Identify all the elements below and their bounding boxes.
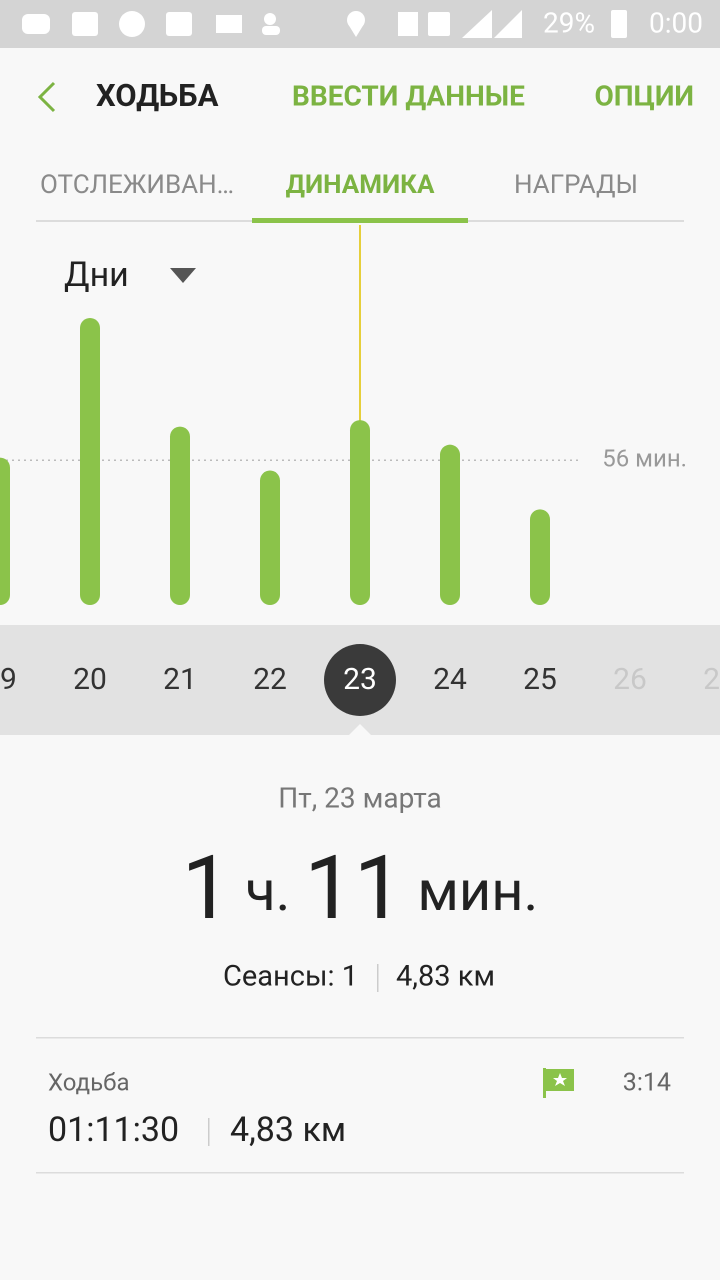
date-label[interactable]: 22 [253,662,287,697]
divider [36,1037,684,1039]
minutes-unit: мин. [417,858,538,924]
options-button[interactable]: ОПЦИИ [594,79,694,112]
bar [80,317,100,605]
battery-text: 29% [543,6,595,39]
pointer [348,724,372,736]
hours: 1 [182,837,231,940]
chart: 56 мин. 19 20 21 22 23 24 25 26 27 [0,225,720,716]
bar [350,420,370,605]
tab[interactable]: ОТСЛЕЖИВАН… [40,170,234,200]
session-start: 3:14 [623,1069,671,1098]
bar [260,470,280,605]
session-distance: 4,83 км [230,1110,346,1150]
bar [530,509,550,605]
enter-data-button[interactable]: ВВЕСТИ ДАННЫЕ [292,79,525,112]
bar [440,444,460,605]
bar [0,457,10,605]
date-label[interactable]: 20 [73,662,107,697]
tab-active[interactable]: ДИНАМИКА [286,170,435,200]
date-label: 27 [703,662,720,697]
date-label[interactable]: 21 [163,662,197,697]
hours-unit: ч. [245,858,290,924]
date-label[interactable]: 24 [433,662,467,697]
date-label[interactable]: 19 [0,662,17,697]
session-duration: 01:11:30 [48,1110,179,1150]
date-label[interactable]: 23 [343,662,377,697]
separator [377,964,379,992]
selected-date [324,644,396,716]
clock: 0:00 [649,6,703,39]
status-icons [22,10,627,38]
average-label: 56 мин. [602,445,687,473]
back-button[interactable] [37,81,56,113]
summary-date: Пт, 23 марта [278,781,441,814]
screen-title: ХОДЬБА [96,77,219,114]
divider [36,1172,684,1174]
sessions: Сеансы: 1 [223,960,358,994]
minutes: 11 [304,837,403,940]
summary-distance: 4,83 км [396,960,495,994]
tab[interactable]: НАГРАДЫ [514,170,638,200]
date-label[interactable]: 25 [523,662,557,697]
summary-duration: 1 ч. 11 мин. [182,837,539,940]
session-name[interactable]: Ходьба [48,1068,130,1096]
separator [208,1118,210,1146]
tab-indicator [252,218,468,223]
bar [170,426,190,605]
dropdown-arrow[interactable] [170,268,196,283]
period-selector[interactable]: Дни [64,255,129,295]
date-label: 26 [613,662,647,697]
flag-icon [543,1068,574,1098]
